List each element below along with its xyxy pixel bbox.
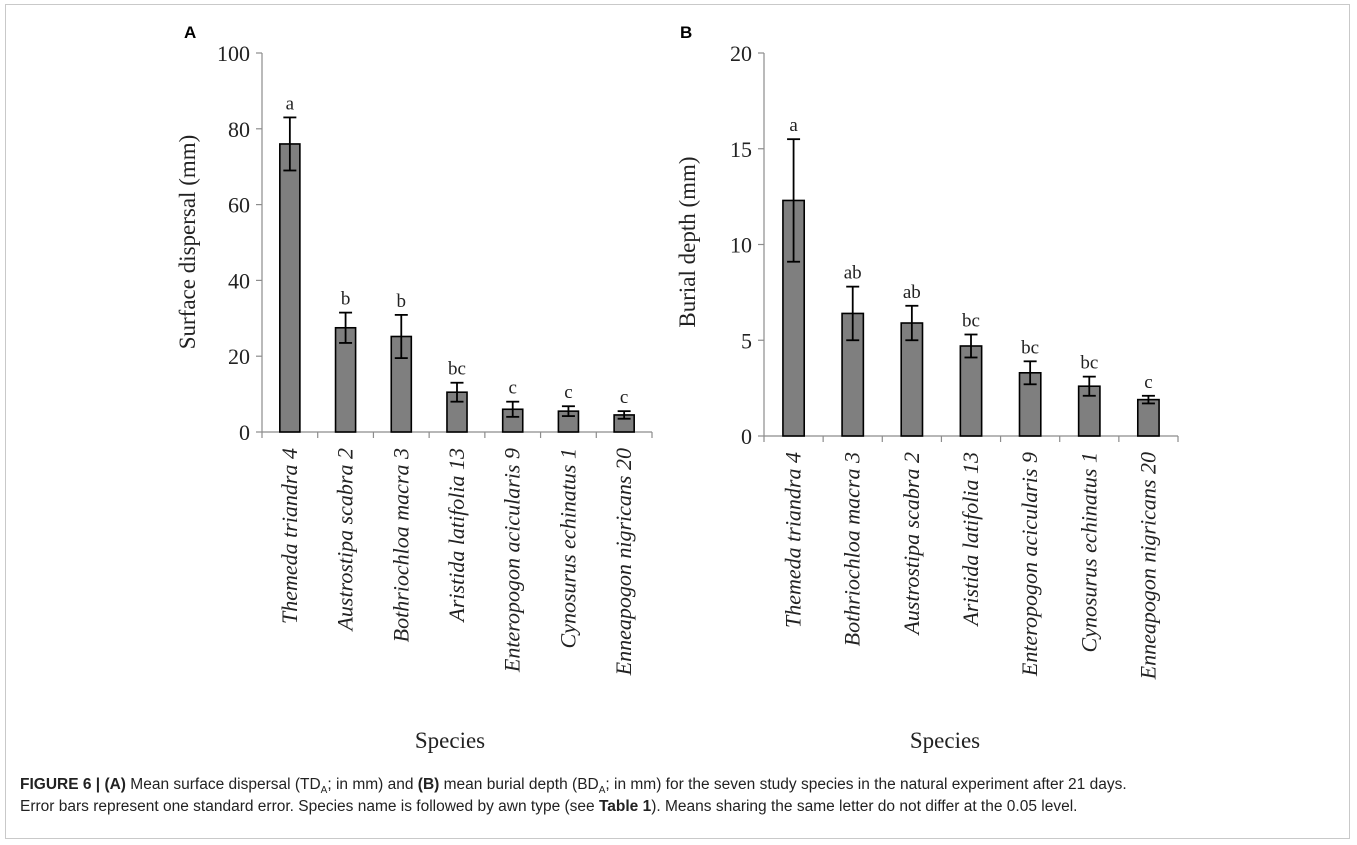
significance-letter: c: [620, 387, 628, 408]
figure-frame: [5, 4, 1350, 839]
category-label: Enneapogon nigricans 20: [1135, 452, 1160, 680]
caption-text-5: Error bars represent one standard error.…: [20, 798, 595, 815]
y-axis-title: Burial depth (mm): [675, 156, 700, 327]
caption-text-1: Mean surface dispersal (TD: [130, 776, 321, 793]
significance-letter: bc: [962, 311, 980, 332]
category-label: Enteropogon acicularis 9: [500, 448, 525, 673]
bar: [279, 143, 301, 433]
figure-caption: FIGURE 6 | (A) Mean surface dispersal (T…: [20, 774, 1340, 818]
significance-letter: c: [1144, 372, 1152, 393]
significance-letter: ab: [903, 282, 921, 303]
category-label: Austrostipa scabra 2: [333, 448, 358, 633]
category-label: Themeda triandra 4: [277, 448, 302, 624]
category-label: Bothriochloa macra 3: [388, 448, 413, 642]
category-label: Aristida latifolia 13: [444, 448, 469, 624]
significance-letter: c: [564, 382, 572, 403]
y-tick-label: 15: [730, 137, 752, 162]
category-label: Cynosurus echinatus 1: [555, 448, 580, 648]
caption-text-3: mean burial depth (BD: [443, 776, 599, 793]
y-tick-label: 5: [741, 328, 752, 353]
y-tick-label: 20: [730, 41, 752, 66]
y-tick-label: 0: [741, 424, 752, 449]
significance-letter: a: [286, 93, 295, 114]
caption-part-a: (A): [104, 776, 126, 793]
category-label: Austrostipa scabra 2: [899, 452, 924, 637]
y-tick-label: 60: [228, 193, 250, 218]
panel-a-chart: A 0 20 40 60 80 100 a Themeda triandra 4 b Austros…: [175, 23, 653, 753]
bar: [959, 345, 983, 437]
category-label: Aristida latifolia 13: [958, 452, 983, 628]
significance-letter: bc: [1080, 353, 1098, 374]
x-axis-title: Species: [910, 728, 980, 753]
category-label: Enneapogon nigricans 20: [611, 448, 636, 676]
bar: [1136, 398, 1160, 437]
panel-b-chart: B 0 5 10 15 20 a Themeda triandra 4 ab Bothriochl…: [675, 23, 1179, 753]
caption-table-ref: Table 1: [598, 798, 652, 815]
caption-sub-b: A: [598, 785, 606, 797]
x-axis-title: Species: [415, 728, 485, 753]
panel-letter: B: [680, 23, 692, 42]
caption-text-4: ; in mm) for the seven study species in …: [605, 776, 1127, 793]
caption-text-2: ; in mm) and: [327, 776, 414, 793]
y-tick-label: 100: [217, 41, 250, 66]
category-label: Themeda triandra 4: [781, 452, 806, 628]
significance-letter: b: [341, 289, 351, 310]
y-tick-label: 10: [730, 233, 752, 258]
caption-part-b: (B): [417, 776, 440, 793]
significance-letter: bc: [448, 359, 466, 380]
significance-letter: b: [397, 291, 407, 312]
caption-text-6: ). Means sharing the same letter do not …: [651, 798, 1078, 815]
significance-letter: a: [789, 115, 798, 136]
significance-letter: ab: [844, 263, 862, 284]
category-label: Bothriochloa macra 3: [840, 452, 865, 646]
y-tick-label: 20: [228, 344, 250, 369]
category-label: Enteropogon acicularis 9: [1017, 452, 1042, 677]
y-tick-label: 40: [228, 268, 250, 293]
significance-letter: c: [508, 378, 516, 399]
y-axis-title: Surface dispersal (mm): [175, 135, 200, 350]
category-label: Cynosurus echinatus 1: [1076, 452, 1101, 652]
caption-figure-label: FIGURE 6 |: [20, 776, 101, 793]
caption-sub-a: A: [320, 785, 328, 797]
y-tick-label: 0: [239, 420, 250, 445]
panel-letter: A: [184, 23, 196, 42]
significance-letter: bc: [1021, 337, 1039, 358]
y-tick-label: 80: [228, 117, 250, 142]
